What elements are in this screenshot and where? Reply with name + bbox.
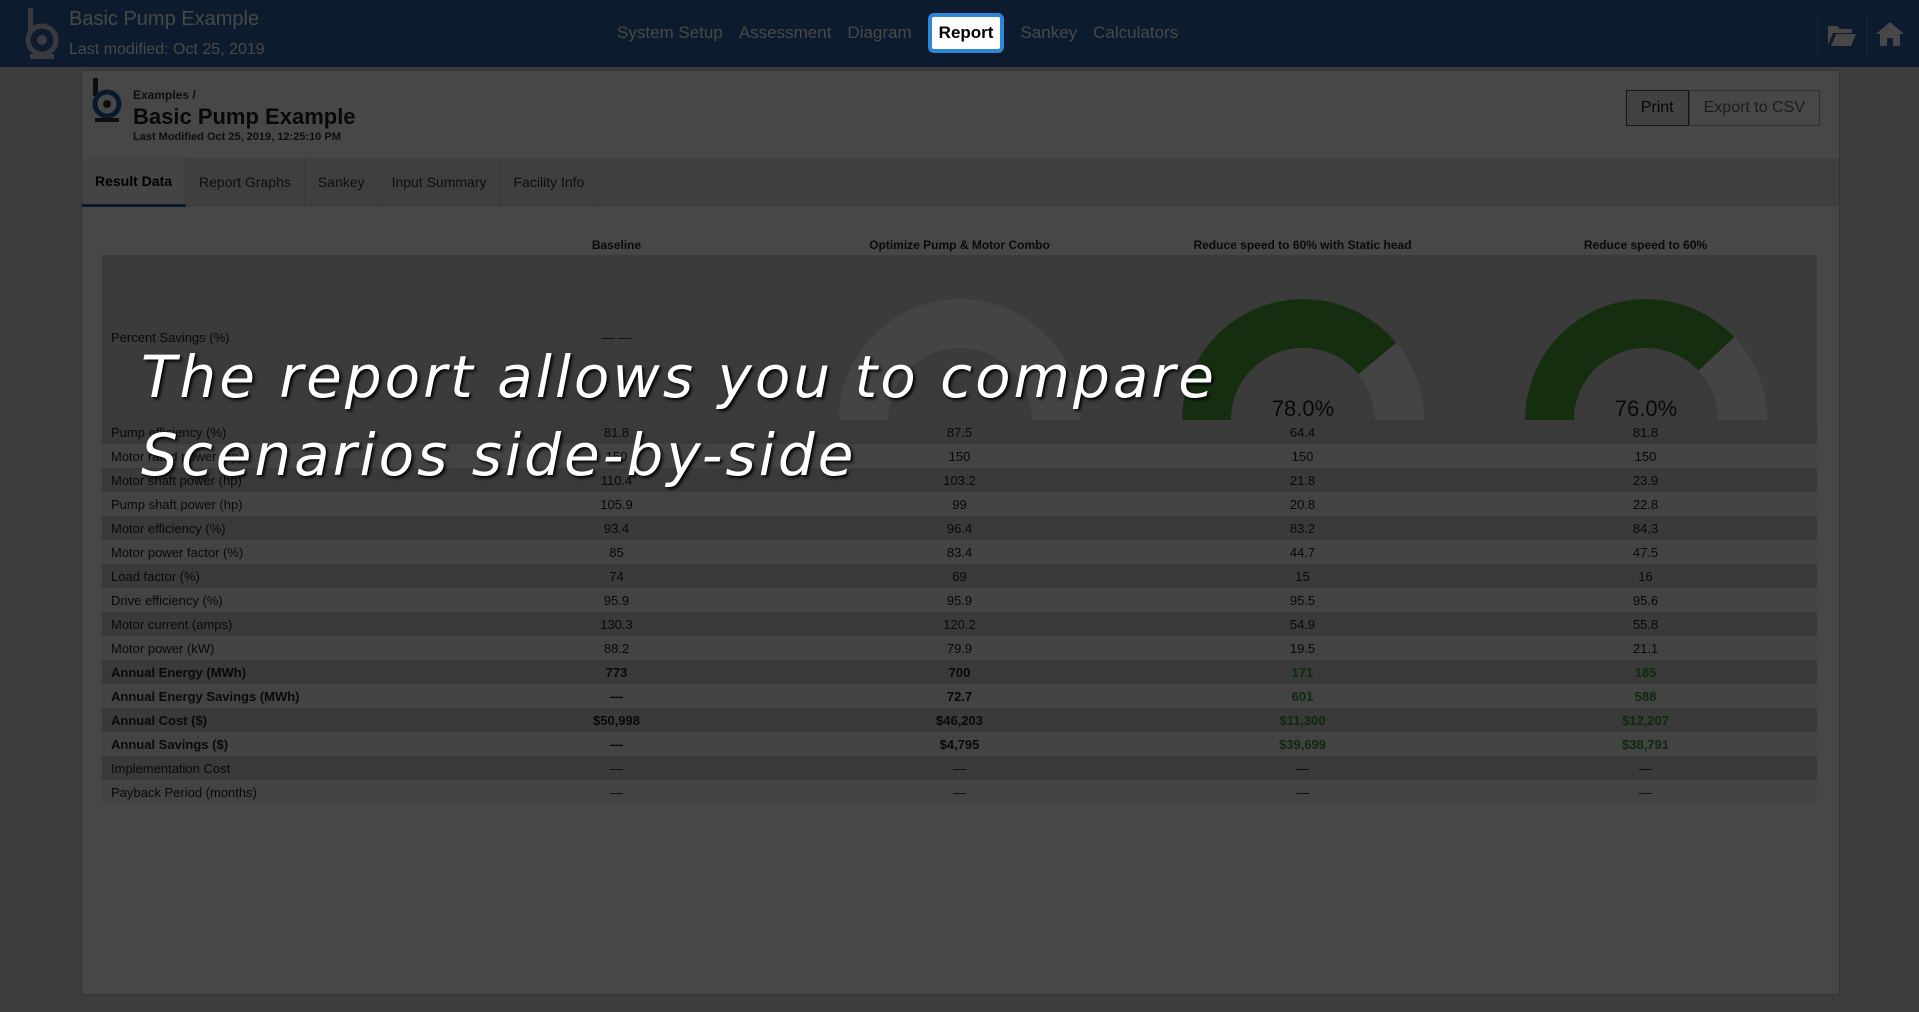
caption-line: The report allows you to compare (141, 343, 1217, 411)
overlay-caption: The report allows you to compare Scenario… (141, 338, 1217, 494)
caption-line: Scenarios side-by-side (141, 421, 857, 489)
nav-link[interactable]: Report (927, 13, 1005, 53)
